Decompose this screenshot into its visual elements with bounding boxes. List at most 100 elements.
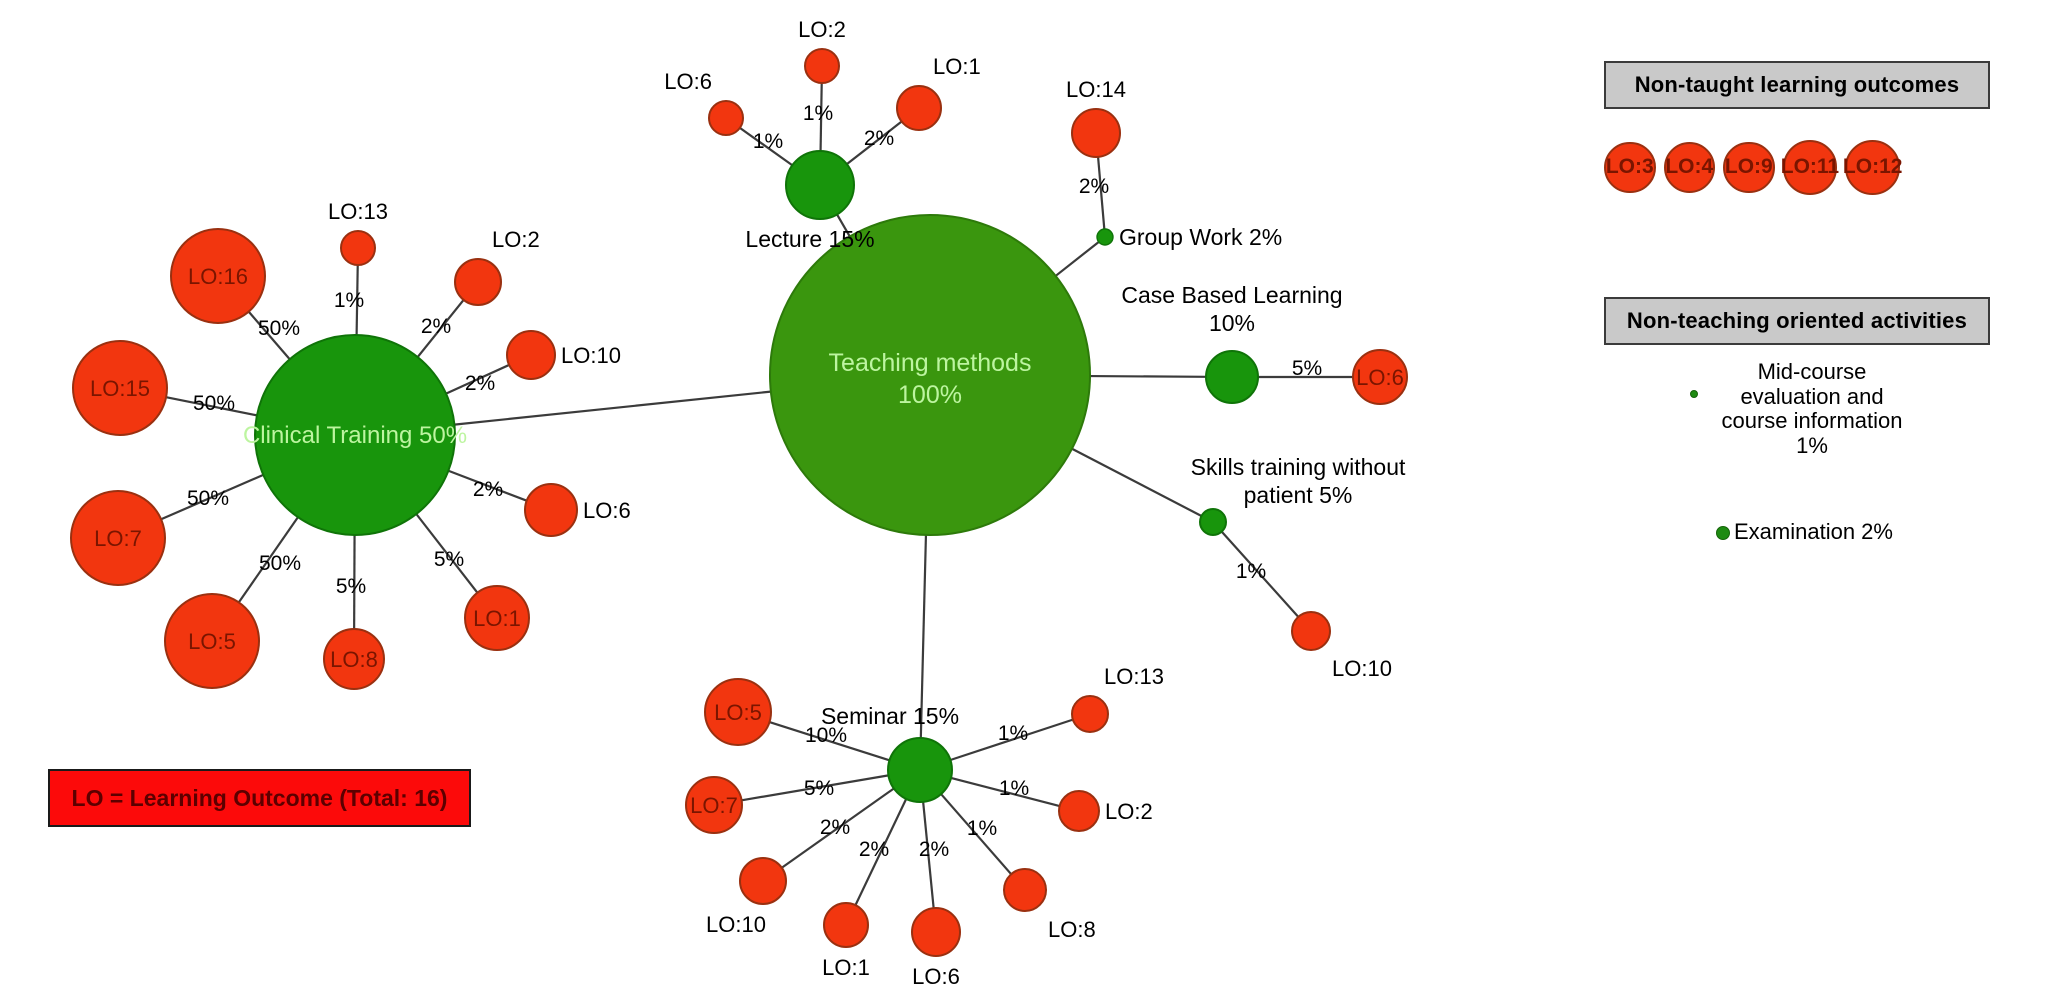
node-ct-lo13[interactable] [340,230,376,266]
edge-weight-sem-lo8: 1% [967,817,997,840]
non-taught-outcome-label: LO:12 [1842,155,1903,179]
node-lec-lo1[interactable] [896,85,942,131]
node-sem-lo13[interactable] [1071,695,1109,733]
edge-weight-sem-lo5: 10% [805,724,847,747]
edge-root-case-based-learning [1089,374,1207,378]
edge-seminar-to-sem-lo7 [741,774,889,802]
non-teaching-activity-2[interactable]: Examination 2% [1716,519,1893,545]
label-clinical-training: Clinical Training 50% [243,422,467,449]
node-lec-lo2[interactable] [804,48,840,84]
activity-label: Mid-course evaluation and course informati… [1702,359,1922,459]
non-teaching-activities-header: Non-teaching oriented activities [1604,297,1990,345]
label-skills-training-without-patient: Skills training without [1191,454,1406,480]
node-ct-lo1[interactable] [464,585,530,651]
edge-seminar-to-sem-lo5 [769,720,890,762]
node-ct-lo15[interactable] [72,340,168,436]
edge-weight-sem-lo1: 2% [859,838,889,861]
non-taught-outcome-label: LO:11 [1780,155,1840,179]
edge-lecture-to-lec-lo2 [819,82,823,152]
non-taught-outcome-lo9[interactable]: LO:9 [1723,141,1775,194]
node-skills-training-without-patient[interactable] [1199,508,1227,536]
node-sem-lo5[interactable] [704,678,772,746]
edge-group-work-to-gw-lo14 [1096,156,1106,230]
non-taught-header-text: Non-taught learning outcomes [1634,72,1960,97]
edge-clinical-training-to-ct-lo13 [355,264,359,336]
edge-layer [160,82,1353,909]
label-teaching-methods-pct: 100% [898,381,962,409]
edge-clinical-training-to-ct-lo5 [237,516,299,604]
label-ct-lo6: LO:6 [583,498,631,523]
edge-weight-ct-lo16: 50% [258,317,300,340]
node-sem-lo6[interactable] [911,907,961,957]
label-ct-lo5: LO:5 [188,629,236,654]
node-sem-lo1[interactable] [823,902,869,948]
edge-root-skills-training [1071,447,1202,517]
activity-label-line: evaluation and [1740,383,1884,409]
non-teaching-activity-1[interactable]: Mid-course evaluation and course informati… [1690,359,1922,459]
activity-label-line: course information [1721,408,1903,434]
edge-root-group-work [1054,241,1100,277]
node-ct-lo5[interactable] [164,593,260,689]
node-ct-lo8[interactable] [323,628,385,690]
activity-label-line: Examination 2% [1734,519,1893,544]
label-seminar: Seminar 15% [821,703,959,729]
edge-weight-gw-lo14: 2% [1079,175,1109,198]
node-sem-lo7[interactable] [685,776,743,834]
edge-clinical-training-to-ct-lo16 [247,310,291,360]
non-taught-outcome-label: LO:3 [1605,155,1654,179]
edge-clinical-training-to-ct-lo2 [416,299,465,358]
learning-outcome-key: LO = Learning Outcome (Total: 16) [48,769,471,827]
node-layer [70,48,1408,957]
label-sem-lo13: LO:13 [1104,664,1164,689]
edge-weight-sem-lo7: 5% [804,777,834,800]
node-ct-lo7[interactable] [70,490,166,586]
node-clinical-training[interactable] [254,334,456,536]
edge-weight-ct-lo8: 5% [336,575,366,598]
node-st-lo10[interactable] [1291,611,1331,651]
non-taught-outcome-lo3[interactable]: LO:3 [1604,141,1656,194]
node-cbl-lo6[interactable] [1352,349,1408,405]
edge-lecture-to-lec-lo6 [739,126,793,167]
non-taught-outcome-list: LO:3 LO:4 LO:9 LO:11 LO:12 [1604,140,1908,195]
non-taught-learning-outcomes-header: Non-taught learning outcomes [1604,61,1990,109]
node-teaching-methods[interactable] [769,214,1091,536]
edge-weight-ct-lo1: 5% [434,548,464,571]
label-ct-lo13: LO:13 [328,199,388,224]
node-ct-lo10[interactable] [506,330,556,380]
label-ct-lo10: LO:10 [561,343,621,368]
edge-seminar-to-sem-lo6 [922,801,935,909]
node-lec-lo6[interactable] [708,100,744,136]
edge-weight-cbl-lo6: 5% [1292,357,1322,380]
node-lecture[interactable] [785,150,855,220]
node-ct-lo6[interactable] [524,483,578,537]
non-taught-outcome-lo11[interactable]: LO:11 [1780,140,1840,195]
node-ct-lo16[interactable] [170,228,266,324]
node-seminar[interactable] [887,737,953,803]
label-ct-lo1: LO:1 [473,606,521,631]
edge-seminar-to-sem-lo13 [950,718,1074,762]
label-teaching-methods: Teaching methods [829,349,1032,377]
label-sem-lo10: LO:10 [706,912,766,937]
non-taught-outcome-lo4[interactable]: LO:4 [1663,141,1716,194]
edge-seminar-to-sem-lo1 [854,798,908,906]
label-sem-lo2: LO:2 [1105,799,1153,824]
edge-weight-sem-lo2: 1% [999,777,1029,800]
node-group-work[interactable] [1096,228,1114,246]
label-lecture: Lecture 15% [745,226,874,252]
edge-root-clinical-training [454,390,771,426]
edge-weight-ct-lo2: 2% [421,315,451,338]
node-sem-lo2[interactable] [1058,790,1100,832]
non-taught-outcome-lo12[interactable]: LO:12 [1842,140,1903,195]
node-gw-lo14[interactable] [1071,108,1121,158]
label-ct-lo7: LO:7 [94,526,142,551]
label-sem-lo5: LO:5 [714,700,762,725]
node-case-based-learning[interactable] [1205,350,1259,404]
edge-seminar-to-sem-lo8 [940,793,1012,875]
label-gw-lo14: LO:14 [1066,77,1126,102]
edge-weight-lec-lo6: 1% [753,130,783,153]
node-sem-lo10[interactable] [739,857,787,905]
edge-weight-lec-lo2: 1% [803,102,833,125]
node-sem-lo8[interactable] [1003,868,1047,912]
node-ct-lo2[interactable] [454,258,502,306]
